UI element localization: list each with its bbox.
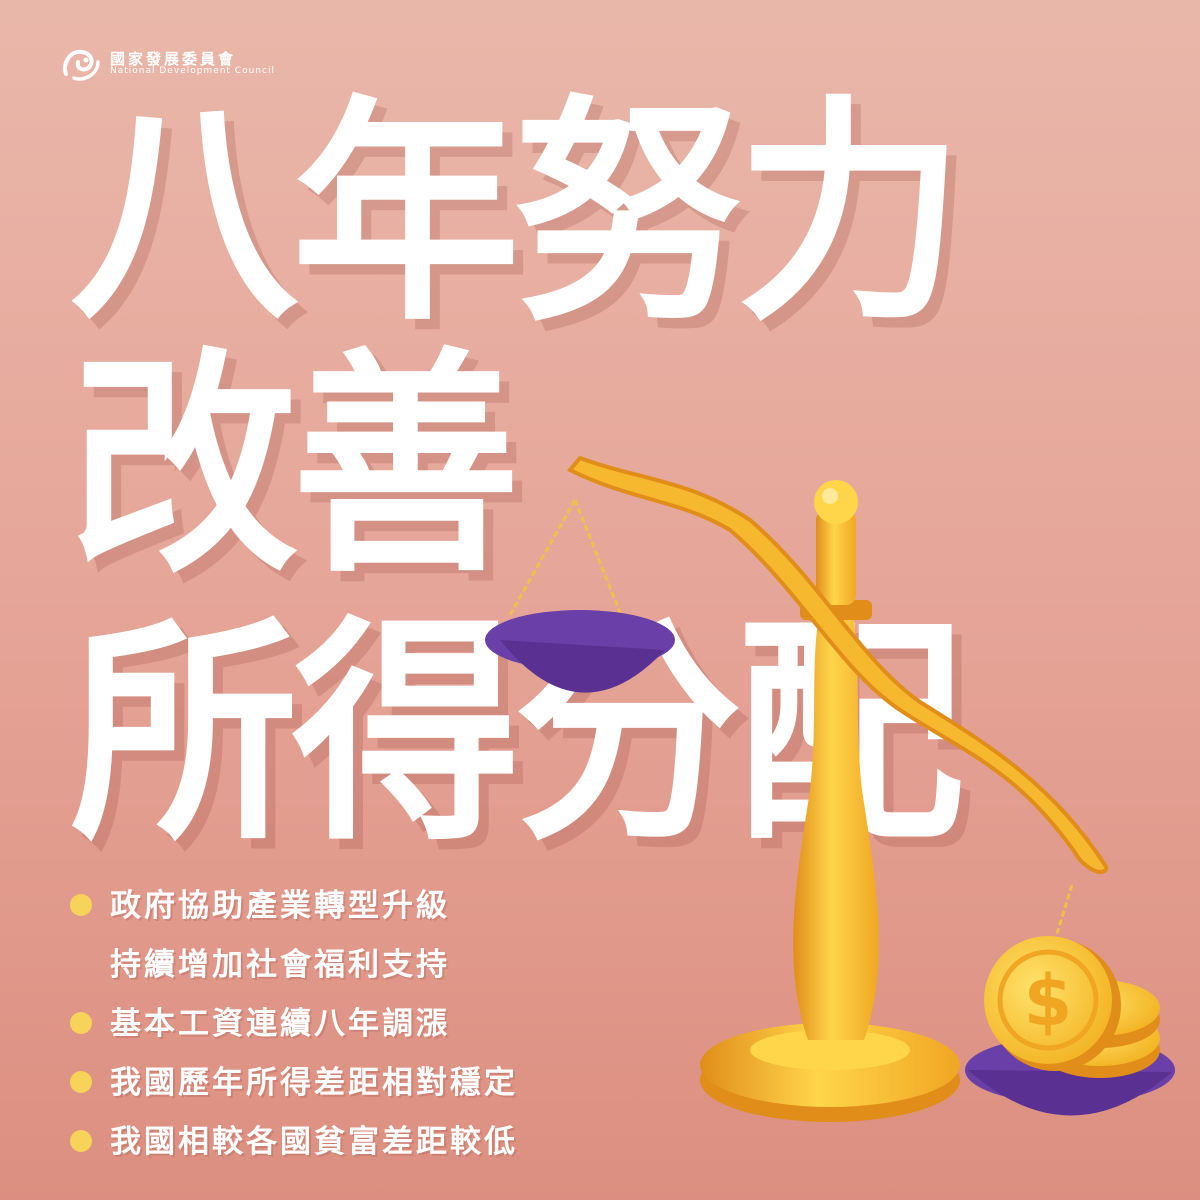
ndc-logo: 國家發展委員會 National Development Council <box>60 44 275 84</box>
ndc-logo-icon <box>63 49 100 81</box>
brand-name-en: National Development Council <box>110 66 275 77</box>
key-point-item: 我國相較各國貧富差距較低 <box>70 1116 518 1161</box>
key-point-text: 基本工資連續八年調漲 <box>110 1006 450 1042</box>
key-point-item: 基本工資連續八年調漲 <box>70 998 518 1043</box>
key-point-text: 政府協助產業轉型升級 <box>110 888 450 924</box>
bullet-dot-icon <box>70 1130 92 1152</box>
coin-dollar-icon: $ <box>1024 960 1073 1042</box>
right-chain <box>1053 884 1074 941</box>
left-pan <box>485 499 675 693</box>
bullet-dot-icon <box>70 1071 92 1093</box>
headline-line-2: 改善 <box>70 327 520 605</box>
bullet-dot-icon <box>70 894 92 916</box>
coin-stack: $ <box>984 936 1160 1078</box>
brand-name-zh: 國家發展委員會 <box>110 49 237 68</box>
scale-base <box>700 1023 960 1122</box>
key-point-item: 我國歷年所得差距相對穩定 <box>70 1057 518 1102</box>
scale-pillar <box>793 480 879 1040</box>
key-point-text: 我國歷年所得差距相對穩定 <box>110 1065 518 1101</box>
scale-beam <box>566 455 1109 874</box>
key-point-text: 我國相較各國貧富差距較低 <box>110 1124 518 1160</box>
key-point-item: 政府協助產業轉型升級 <box>70 880 518 925</box>
bullet-dot-icon <box>70 1012 92 1034</box>
key-points-list: 政府協助產業轉型升級 持續增加社會福利支持 基本工資連續八年調漲 我國歷年所得差… <box>70 880 518 1175</box>
bullet-spacer <box>70 953 92 975</box>
key-point-text: 持續增加社會福利支持 <box>110 947 450 983</box>
balance-scale-illustration: $ <box>485 455 1175 1122</box>
headline-line-1: 八年努力 <box>70 75 964 353</box>
key-point-item: 持續增加社會福利支持 <box>70 939 518 984</box>
